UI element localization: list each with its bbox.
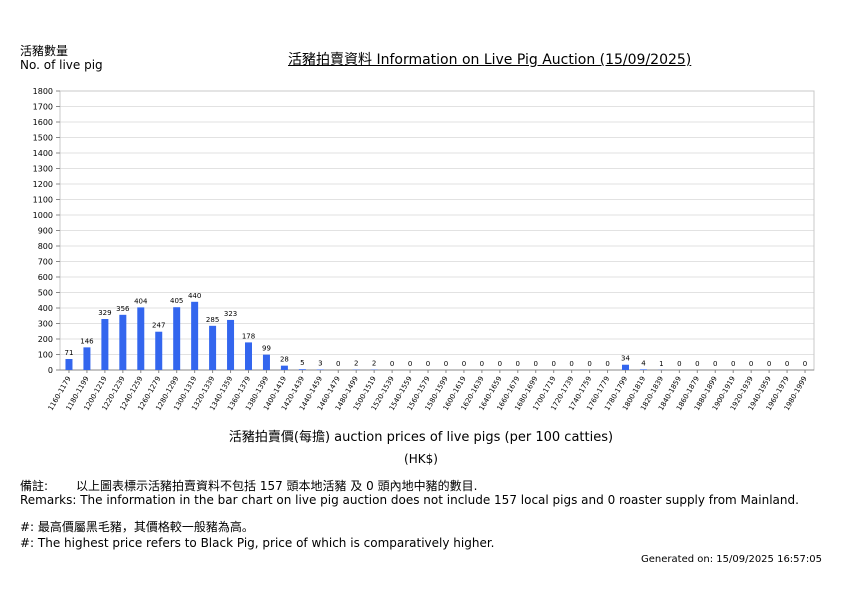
bar-value-label: 0 (803, 360, 807, 368)
y-tick-label: 1700 (33, 103, 53, 112)
bar (262, 354, 270, 370)
bar (65, 358, 73, 370)
bar-value-label: 28 (280, 356, 289, 364)
y-axis-title-chinese: 活豬數量 (20, 44, 69, 58)
bar-value-label: 247 (152, 322, 165, 330)
bar-value-label: 146 (80, 337, 94, 345)
bar-value-label: 0 (749, 360, 753, 368)
generated-timestamp: Generated on: 15/09/2025 16:57:05 (641, 554, 822, 565)
currency-unit: (HK$) (404, 452, 438, 466)
bar (137, 307, 145, 370)
bar-value-label: 0 (695, 360, 699, 368)
remark-label-chinese: 備註: (20, 479, 49, 493)
bar (227, 319, 235, 370)
bar (298, 369, 306, 370)
bar-value-label: 0 (587, 360, 591, 368)
bar-value-label: 405 (170, 297, 183, 305)
bar-value-label: 178 (242, 332, 255, 340)
y-tick-label: 200 (38, 335, 53, 344)
note-english: #: The highest price refers to Black Pig… (20, 536, 495, 550)
y-tick-label: 1500 (33, 134, 53, 143)
y-tick-label: 400 (38, 304, 53, 313)
bar-value-label: 0 (444, 360, 448, 368)
y-tick-label: 700 (38, 258, 53, 267)
remark-chinese: 以上圖表標示活豬拍賣資料不包括 157 頭本地活豬 及 0 頭內地中豬的數目. (76, 479, 478, 493)
bar-value-label: 0 (605, 360, 609, 368)
remark-english: Remarks: The information in the bar char… (20, 493, 799, 507)
y-tick-label: 1000 (33, 211, 53, 220)
bar (155, 331, 163, 370)
bar-value-label: 0 (785, 360, 789, 368)
bar (119, 314, 127, 370)
bar-value-label: 5 (300, 359, 304, 367)
bar-value-label: 440 (188, 292, 201, 300)
bar-value-label: 4 (641, 359, 646, 367)
y-tick-label: 900 (38, 227, 53, 236)
bar-value-label: 0 (677, 360, 681, 368)
y-tick-label: 800 (38, 242, 53, 251)
bar-value-label: 0 (516, 360, 520, 368)
bar-value-label: 356 (116, 305, 130, 313)
bar (191, 301, 199, 370)
bar-chart: 0100200300400500600700800900100011001200… (33, 87, 815, 412)
bar-value-label: 0 (426, 360, 430, 368)
bar (280, 365, 288, 370)
y-tick-label: 600 (38, 273, 53, 282)
bar (209, 325, 217, 370)
bar (173, 307, 181, 370)
bar-value-label: 3 (318, 360, 322, 368)
bar-value-label: 0 (408, 360, 412, 368)
y-tick-label: 100 (38, 351, 53, 360)
bar-value-label: 0 (480, 360, 484, 368)
y-tick-label: 1600 (33, 118, 53, 127)
bar-value-label: 285 (206, 316, 219, 324)
bar-value-label: 0 (551, 360, 555, 368)
bar-value-label: 404 (134, 297, 148, 305)
bar-value-label: 329 (98, 309, 111, 317)
bar (639, 369, 647, 370)
bar-value-label: 323 (224, 310, 237, 318)
y-tick-label: 300 (38, 320, 53, 329)
bars (65, 301, 665, 370)
bar-value-label: 71 (65, 349, 74, 357)
bar-value-label: 0 (713, 360, 717, 368)
chart-title: 活豬拍賣資料 Information on Live Pig Auction (… (288, 52, 692, 68)
bar-value-label: 0 (336, 360, 340, 368)
bar (622, 364, 629, 370)
y-tick-label: 1200 (33, 180, 53, 189)
y-axis-title-english: No. of live pig (20, 58, 103, 72)
bar (245, 342, 252, 370)
bar-value-label: 0 (569, 360, 573, 368)
bar-value-label: 1 (659, 360, 663, 368)
bar-value-label: 0 (390, 360, 394, 368)
bar-value-label: 0 (731, 360, 735, 368)
y-tick-label: 1800 (33, 87, 53, 96)
note-chinese: #: 最高價屬黑毛豬，其價格較一般豬為高。 (20, 520, 254, 534)
bar-value-label: 2 (354, 360, 358, 368)
bar-value-label: 0 (534, 360, 538, 368)
x-tick-labels: 1160-11791180-11991200-12191220-12391240… (47, 375, 809, 412)
y-tick-label: 0 (48, 366, 53, 375)
bar-value-label: 0 (462, 360, 466, 368)
bar-value-label: 0 (498, 360, 502, 368)
bar-value-label: 2 (372, 360, 376, 368)
y-tick-label: 1100 (33, 196, 53, 205)
y-tick-label: 1400 (33, 149, 53, 158)
y-tick-label: 1300 (33, 165, 53, 174)
bar-value-label: 34 (621, 355, 630, 363)
bar (83, 347, 91, 370)
bar-value-label: 0 (767, 360, 771, 368)
y-tick-labels: 0 100 200 300 400 500 600 700 800 900 1000 1100 1200… (33, 87, 53, 375)
x-axis-title: 活豬拍賣價(每擔) auction prices of live pigs (p… (228, 430, 614, 445)
bar-value-label: 99 (262, 345, 271, 353)
y-tick-label: 500 (38, 289, 53, 298)
axes (56, 90, 815, 373)
grid-lines (60, 106, 814, 355)
bar (101, 319, 109, 370)
